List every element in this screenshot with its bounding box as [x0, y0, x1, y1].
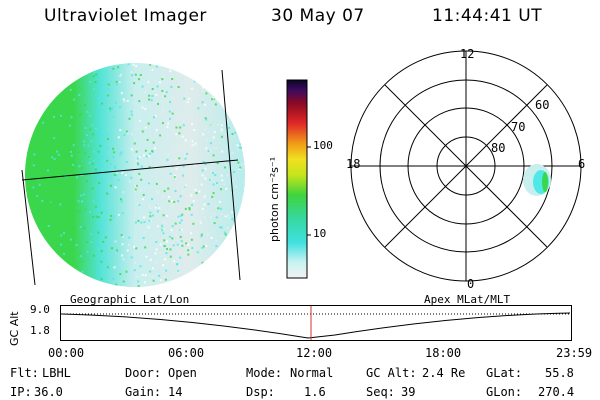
filter-value: LBHL	[42, 366, 71, 380]
time-label: 11:44:41 UT	[432, 6, 543, 26]
colorbar-tick-100: 100	[313, 139, 333, 152]
timeline-xtick-0600: 06:00	[168, 346, 205, 360]
earth-disk	[25, 63, 245, 287]
timeline-xtick-0000: 00:00	[48, 346, 85, 360]
colorbar-label: photon cm⁻²s⁻¹	[268, 156, 281, 242]
glon-value: 270.4	[538, 385, 575, 399]
seq-label: Seq:	[366, 385, 395, 399]
colorbar-tick-10: 10	[313, 227, 327, 240]
glon-label: GLon:	[486, 385, 523, 399]
dsp-label: Dsp:	[246, 385, 275, 399]
mlt-label-6: 6	[578, 157, 586, 171]
timeline-xtick-1200: 12:00	[296, 346, 333, 360]
geo-grid-line	[21, 159, 239, 181]
timeline-ytick-9: 9.0	[30, 303, 50, 316]
geo-grid-line	[221, 69, 241, 281]
mlt-label-12: 12	[460, 47, 475, 61]
geo-grid-line	[21, 169, 36, 286]
door-label: Door:	[125, 366, 162, 380]
mlt-label-18: 18	[346, 157, 361, 171]
gcalt-label: GC Alt:	[366, 366, 417, 380]
geographic-image	[21, 63, 245, 287]
timeline-left-title: Geographic Lat/Lon	[70, 293, 190, 306]
lat-label-70: 70	[511, 120, 526, 134]
mode-value: Normal	[290, 366, 334, 380]
mlt-label-0: 0	[467, 277, 475, 291]
timeline-ytick-1.8: 1.8	[30, 324, 50, 337]
glat-value: 55.8	[545, 366, 574, 380]
filter-label: Flt:	[10, 366, 39, 380]
mode-label: Mode:	[246, 366, 283, 380]
timeline-xtick-1800: 18:00	[425, 346, 462, 360]
gain-label: Gain:	[125, 385, 162, 399]
timeline-right-title: Apex MLat/MLT	[424, 293, 511, 306]
seq-value: 39	[401, 385, 416, 399]
auroral-patch	[523, 164, 551, 196]
glat-label: GLat:	[486, 366, 523, 380]
timeline-ylabel: GC Alt	[8, 311, 21, 346]
instrument-title: Ultraviolet Imager	[44, 6, 207, 26]
polar-plot	[350, 50, 582, 282]
ip-value: 36.0	[34, 385, 63, 399]
timeline-plot	[60, 305, 572, 341]
gain-value: 14	[168, 385, 183, 399]
lat-label-60: 60	[535, 98, 550, 112]
ip-label: IP:	[10, 385, 32, 399]
altitude-curve	[61, 312, 571, 339]
lat-label-80: 80	[491, 141, 506, 155]
gcalt-value: 2.4 Re	[422, 366, 466, 380]
dsp-value: 1.6	[304, 385, 326, 399]
date-label: 30 May 07	[271, 6, 365, 26]
timeline-xtick-2359: 23:59	[556, 346, 593, 360]
door-value: Open	[168, 366, 197, 380]
colorbar-gradient	[286, 79, 308, 279]
colorbar	[286, 79, 311, 279]
